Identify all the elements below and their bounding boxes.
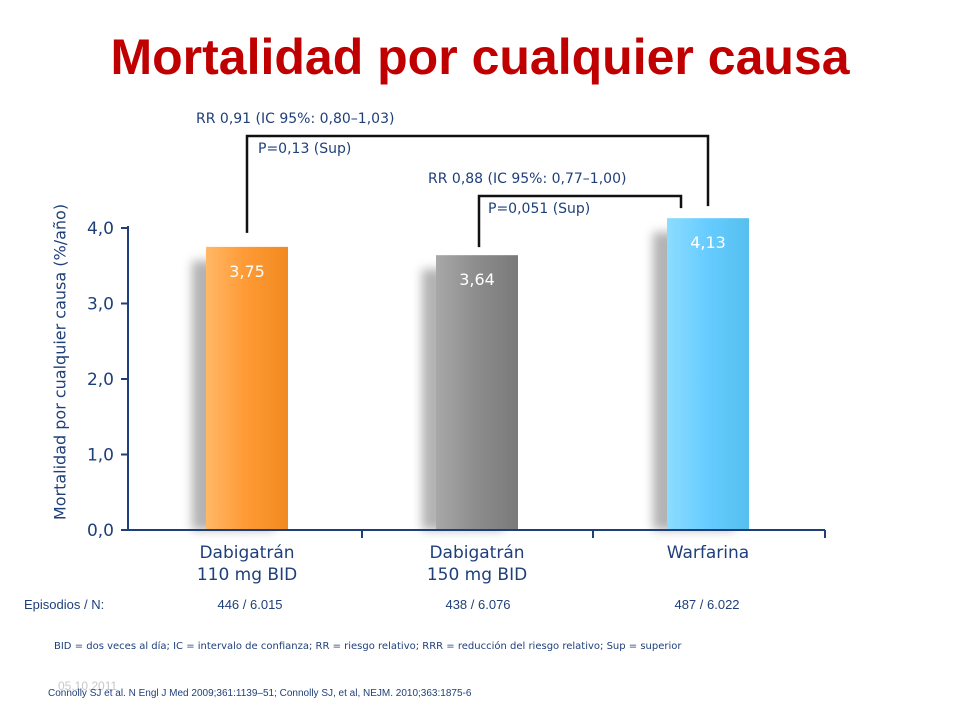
- comparison-1-rr: RR 0,91 (IC 95%: 0,80–1,03): [196, 111, 394, 127]
- y-tick-label-0: 0,0: [87, 521, 114, 541]
- episodes-value-dabigatran-110: 446 / 6.015: [170, 597, 330, 612]
- references: Connolly SJ et al. N Engl J Med 2009;361…: [48, 688, 471, 699]
- y-axis-label: Mortalidad por cualquier causa (%/año): [51, 204, 70, 520]
- bar-1: [436, 255, 518, 530]
- category-label-line2: 110 mg BID: [137, 564, 357, 586]
- episodes-label: Episodios / N:: [24, 597, 104, 612]
- bar-chart: 0,0 1,0 2,0 3,0 4,0 3,75 3,64 4,13: [0, 0, 960, 720]
- bar-value-label-0: 3,75: [229, 262, 265, 281]
- y-tick-label-1: 1,0: [87, 446, 114, 466]
- y-axis-label-text: Mortalidad por cualquier causa (%/año): [51, 204, 70, 520]
- bar-value-label-1: 3,64: [459, 270, 495, 289]
- category-label-line1: Dabigatrán: [367, 542, 587, 564]
- category-label-warfarina: Warfarina: [598, 542, 818, 564]
- y-tick-label-4: 4,0: [87, 219, 114, 239]
- comparison-2-p: P=0,051 (Sup): [488, 201, 590, 217]
- category-label-dabigatran-110: Dabigatrán 110 mg BID: [137, 542, 357, 586]
- comparison-2-rr: RR 0,88 (IC 95%: 0,77–1,00): [428, 171, 626, 187]
- bar-0: [206, 247, 288, 530]
- y-tick-label-2: 2,0: [87, 370, 114, 390]
- bar-value-label-2: 4,13: [690, 233, 726, 252]
- episodes-value-warfarina: 487 / 6.022: [627, 597, 787, 612]
- footnote: BID = dos veces al día; IC = intervalo d…: [54, 641, 682, 652]
- category-label-dabigatran-150: Dabigatrán 150 mg BID: [367, 542, 587, 586]
- category-label-line1: Dabigatrán: [137, 542, 357, 564]
- episodes-value-dabigatran-150: 438 / 6.076: [398, 597, 558, 612]
- comparison-1-p: P=0,13 (Sup): [258, 141, 351, 157]
- y-tick-label-3: 3,0: [87, 295, 114, 315]
- bar-2: [667, 218, 749, 530]
- category-label-line1: Warfarina: [598, 542, 818, 564]
- category-label-line2: 150 mg BID: [367, 564, 587, 586]
